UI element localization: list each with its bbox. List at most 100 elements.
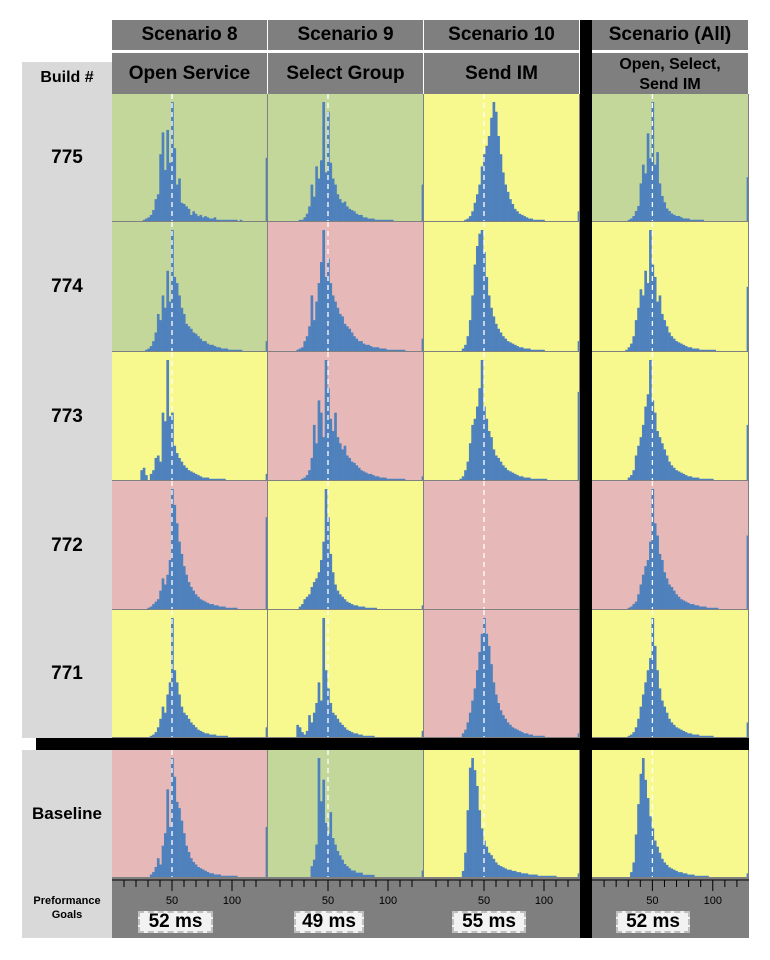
histogram-bar-1-1-36 <box>353 336 356 351</box>
column-header-1: Scenario 9 <box>268 20 424 50</box>
histogram-bar-5-1-19 <box>312 859 316 877</box>
histogram-bar-4-1-23 <box>322 618 326 737</box>
histogram-bar-4-2-31 <box>497 703 500 737</box>
histogram-bar-4-3-65 <box>746 722 748 737</box>
x-axis-svg-2: 50 100 <box>424 879 580 907</box>
histogram-bar-3-0-19 <box>156 599 160 609</box>
histogram-bar-3-0-52 <box>234 607 238 609</box>
histogram-bar-5-0-23 <box>166 789 170 877</box>
histogram-svg-0-3 <box>627 94 748 221</box>
histogram-bar-4-2-40 <box>518 730 522 737</box>
histogram-bar-2-0-32 <box>187 470 191 480</box>
histogram-bar-1-2-27 <box>487 295 491 351</box>
histogram-bar-0-1-24 <box>324 172 328 221</box>
histogram-bar-0-1-44 <box>372 218 375 221</box>
histogram-bar-4-3-28 <box>658 688 662 737</box>
histogram-bar-1-0-37 <box>199 338 203 351</box>
histogram-bar-2-3-25 <box>651 400 655 480</box>
histogram-bar-2-1-37 <box>355 465 359 480</box>
histogram-bar-5-2-31 <box>497 864 500 877</box>
histogram-svg-1-0 <box>145 222 267 351</box>
histogram-bar-0-3-42 <box>691 219 695 221</box>
histogram-bar-5-2-34 <box>504 868 508 877</box>
histogram-bar-4-3-36 <box>677 728 681 737</box>
histogram-bar-4-3-24 <box>649 658 652 737</box>
histogram-bar-4-1-28 <box>334 715 337 737</box>
x-tick-label-3-50: 50 <box>646 895 658 907</box>
histogram-bar-2-0-36 <box>197 475 200 480</box>
histogram-bar-4-1-24 <box>324 670 328 737</box>
histogram-bar-4-3-18 <box>634 727 638 737</box>
histogram-bar-5-0-26 <box>173 776 177 877</box>
histogram-bar-0-3-44 <box>696 219 700 221</box>
histogram-bar-4-0-27 <box>175 682 179 737</box>
histogram-bar-4-3-34 <box>672 724 676 737</box>
histogram-bar-5-1-28 <box>334 844 337 877</box>
histogram-bar-0-2-40 <box>518 213 522 221</box>
histogram-bar-1-2-39 <box>516 346 519 351</box>
histogram-bar-2-0-30 <box>182 465 186 480</box>
histogram-bar-1-3-33 <box>670 336 674 351</box>
histogram-bar-2-3-42 <box>691 477 695 480</box>
histogram-bar-0-2-36 <box>509 199 512 221</box>
histogram-bar-4-2-16 <box>461 733 465 737</box>
histogram-bar-0-0-38 <box>201 217 205 221</box>
histogram-bar-1-2-28 <box>490 307 493 351</box>
histogram-bar-1-0-46 <box>220 348 224 351</box>
histogram-bar-4-1-41 <box>364 735 368 737</box>
histogram-bar-2-0-12 <box>140 470 144 480</box>
histogram-bar-4-3-49 <box>708 735 712 737</box>
histogram-bar-0-1-26 <box>329 162 333 221</box>
histogram-bar-1-2-42 <box>523 348 526 351</box>
histogram-bar-3-1-40 <box>362 606 366 609</box>
histogram-bar-0-0-49 <box>227 219 231 221</box>
histogram-bar-5-2-45 <box>530 874 534 877</box>
histogram-bar-4-0-22 <box>164 712 167 737</box>
histogram-bar-0-0-13 <box>142 219 146 221</box>
histogram-bar-1-1-51 <box>388 349 392 351</box>
histogram-bar-1-1-55 <box>398 349 401 351</box>
histogram-bar-3-1-34 <box>348 602 352 609</box>
histogram-bar-4-0-36 <box>197 729 200 737</box>
histogram-bar-4-0-16 <box>149 735 153 737</box>
histogram-bar-5-3-48 <box>706 875 709 877</box>
histogram-bar-0-2-45 <box>530 218 534 221</box>
histogram-bar-0-1-20 <box>315 166 318 221</box>
histogram-cell-4-1 <box>268 610 424 738</box>
histogram-bar-0-0-41 <box>208 218 212 221</box>
histogram-bar-3-3-18 <box>634 601 638 609</box>
histogram-bar-1-1-52 <box>390 349 394 351</box>
row-label-5: Baseline <box>22 750 112 878</box>
histogram-bar-4-2-44 <box>528 734 531 737</box>
histogram-bar-2-2-20 <box>471 424 474 480</box>
histogram-bar-2-3-37 <box>680 472 683 480</box>
histogram-bar-5-0-46 <box>220 875 224 877</box>
histogram-bar-3-1-37 <box>355 605 359 609</box>
histogram-bar-4-2-42 <box>523 733 526 737</box>
histogram-svg-3-1 <box>298 481 423 609</box>
histogram-bar-1-3-42 <box>691 348 695 351</box>
histogram-bar-5-1-35 <box>350 870 354 877</box>
histogram-bar-0-2-24 <box>480 166 484 221</box>
histogram-bar-0-0-39 <box>204 216 207 221</box>
histogram-bar-2-1-14 <box>301 478 304 480</box>
histogram-bar-5-3-41 <box>689 874 693 877</box>
histogram-bar-3-1-24 <box>324 489 328 609</box>
histogram-bar-2-2-24 <box>480 360 484 480</box>
histogram-bar-0-2-28 <box>490 117 493 221</box>
goal-badge-1: 49 ms <box>294 911 364 933</box>
histogram-bar-3-1-19 <box>312 582 316 609</box>
histogram-bar-0-3-30 <box>663 202 667 221</box>
histogram-bar-1-1-16 <box>305 336 309 351</box>
histogram-bar-5-0-31 <box>185 845 188 877</box>
histogram-bar-1-0-31 <box>185 323 188 351</box>
histogram-bar-2-1-35 <box>350 461 354 480</box>
histogram-bar-0-0-65 <box>265 157 267 221</box>
histogram-bar-3-3-39 <box>684 601 688 609</box>
histogram-bar-5-3-37 <box>680 872 683 877</box>
histogram-bar-1-1-27 <box>331 295 335 351</box>
histogram-bar-1-1-46 <box>376 347 380 351</box>
histogram-bar-2-3-31 <box>665 455 669 480</box>
histogram-cell-2-0 <box>112 352 268 481</box>
histogram-bar-1-2-43 <box>525 348 529 351</box>
